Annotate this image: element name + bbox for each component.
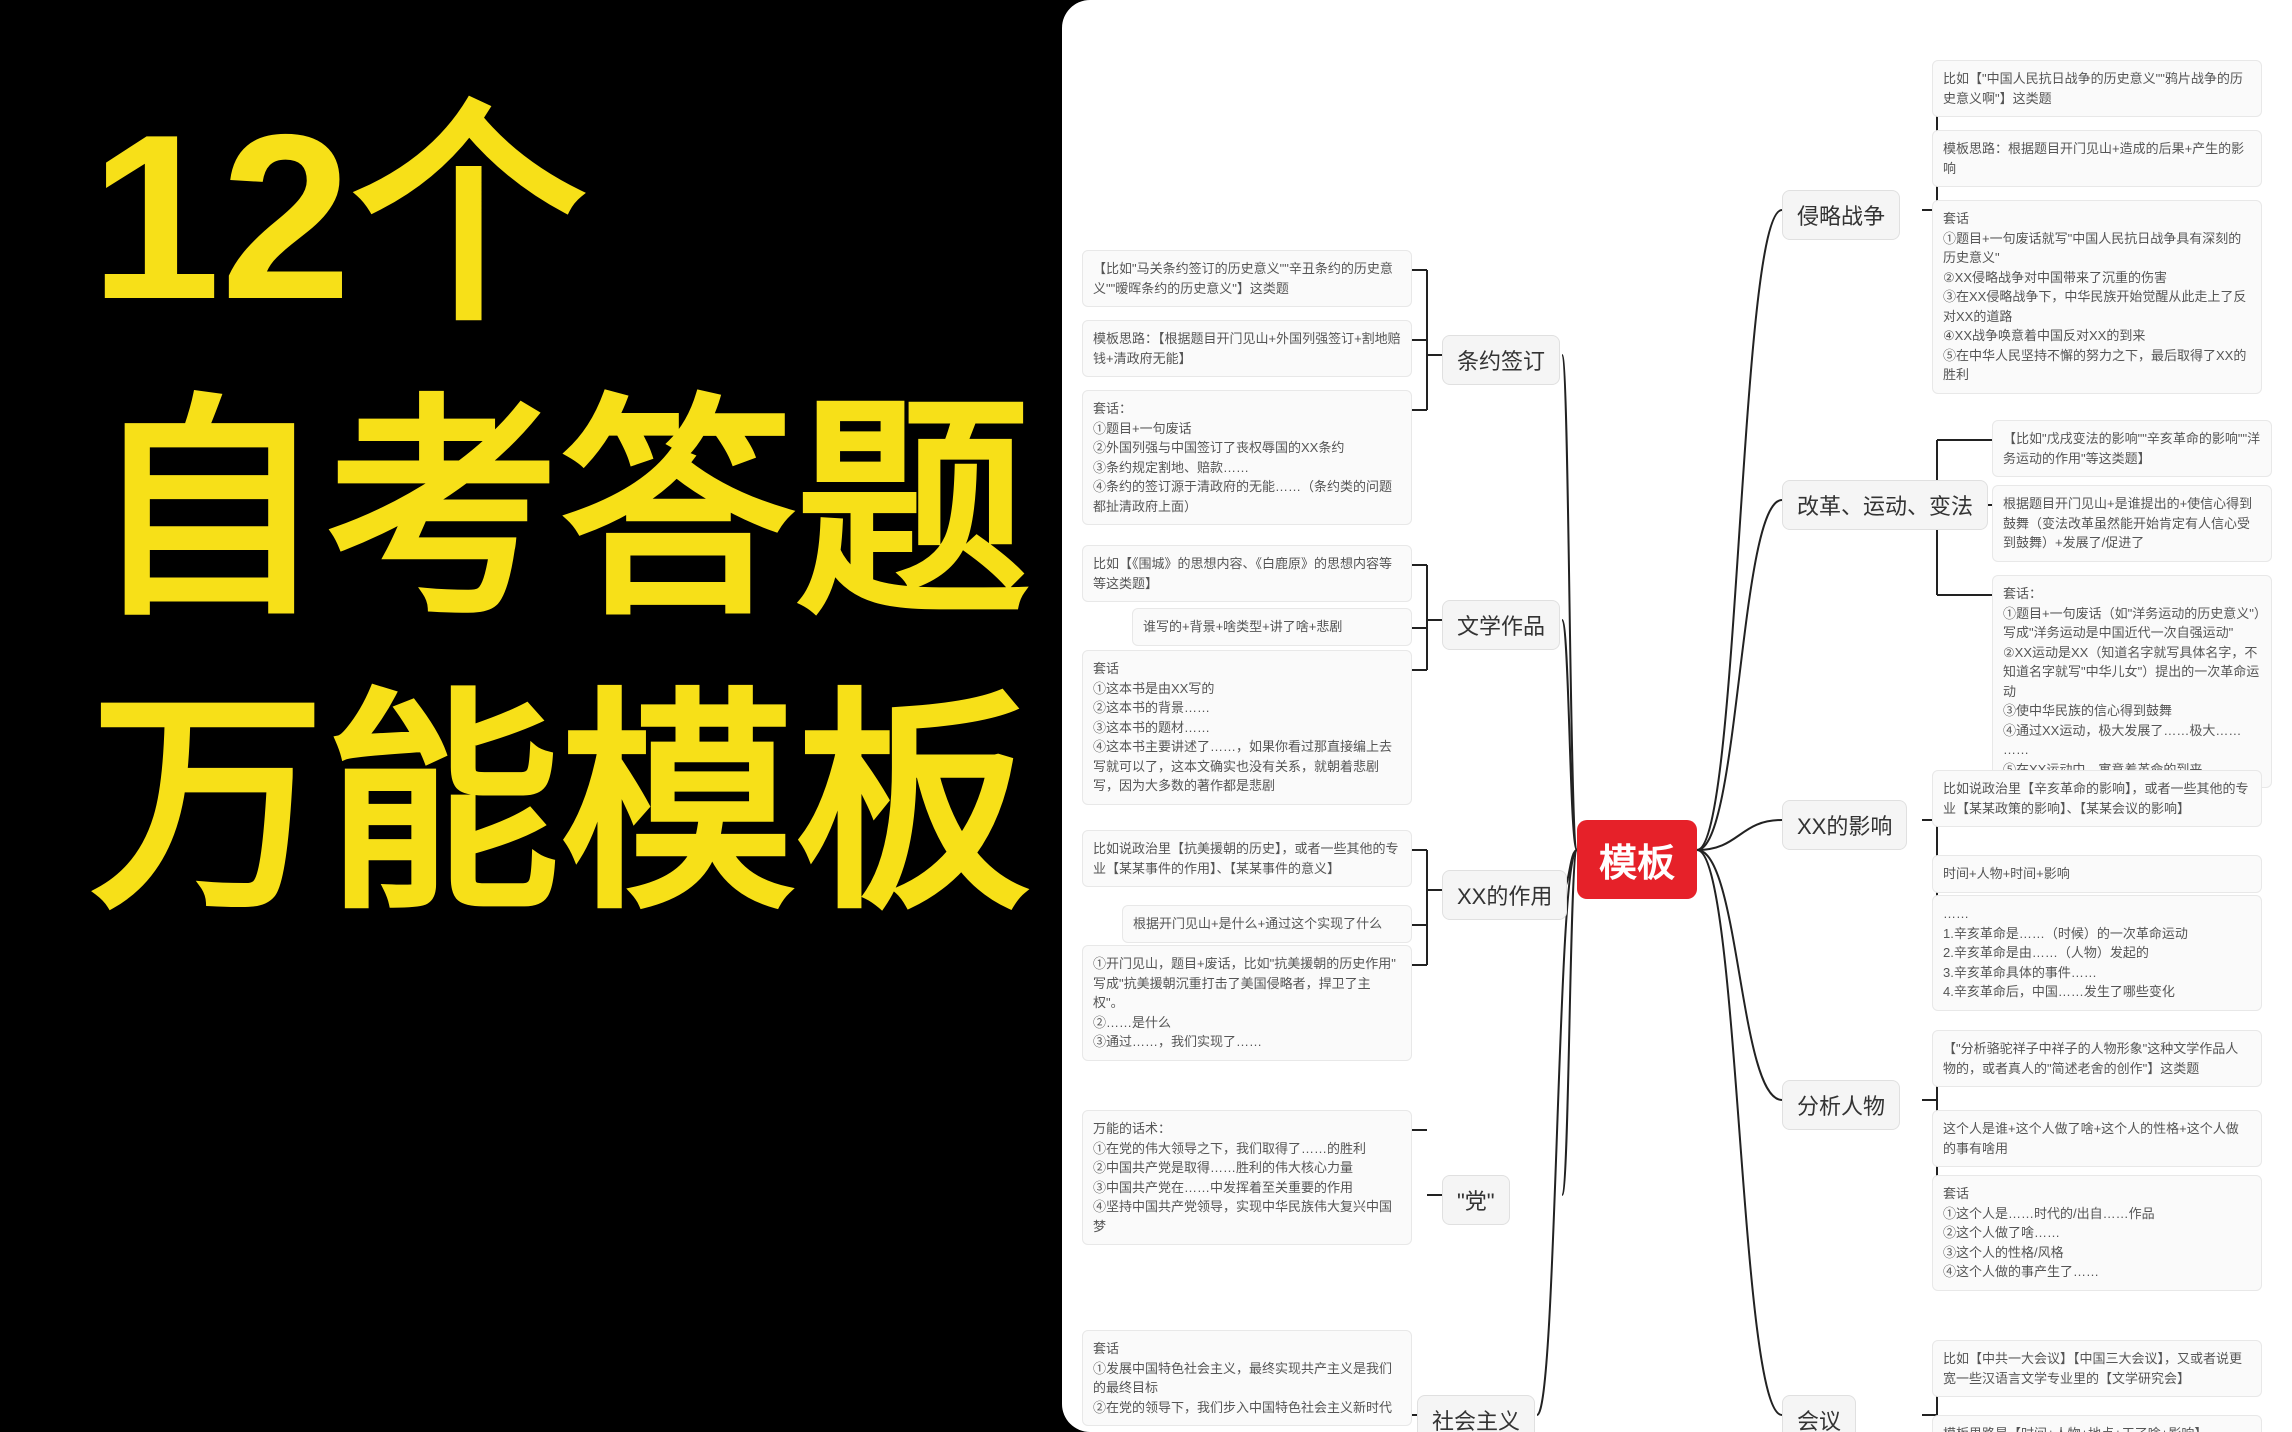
note-b1-2: 套话 ①题目+一句废话就写"中国人民抗日战争具有深刻的历史意义" ②XX侵略战争… <box>1932 200 2262 394</box>
note-b8-0: 万能的话术： ①在党的伟大领导之下，我们取得了……的胜利 ②中国共产党是取得……… <box>1082 1110 1412 1245</box>
branch-b8: "党" <box>1442 1175 1510 1225</box>
note-b9-0: 比如【中共一大会议】【中国三大会议】，又或者说更宽一些汉语言文学专业里的【文学研… <box>1932 1340 2262 1397</box>
note-b5-1: 时间+人物+时间+影响 <box>1932 855 2262 893</box>
note-b2-0: 【比如"马关条约签订的历史意义""辛丑条约的历史意义""暧晖条约的历史意义"】这… <box>1082 250 1412 307</box>
note-b7-0: 【"分析骆驼祥子中祥子的人物形象"这种文学作品人物的，或者真人的"简述老舍的创作… <box>1932 1030 2262 1087</box>
branch-b5: XX的影响 <box>1782 800 1907 850</box>
note-b6-1: 根据开门见山+是什么+通过这个实现了什么 <box>1122 905 1412 943</box>
center-node: 模板 <box>1577 820 1697 899</box>
note-b2-2: 套话： ①题目+一句废话 ②外国列强与中国签订了丧权辱国的XX条约 ③条约规定割… <box>1082 390 1412 525</box>
note-b4-2: 套话 ①这本书是由XX写的 ②这本书的背景…… ③这本书的题材…… ④这本书主要… <box>1082 650 1412 805</box>
note-b3-0: 【比如"戊戌变法的影响""辛亥革命的影响""洋务运动的作用"等这类题】 <box>1992 420 2272 477</box>
note-b5-0: 比如说政治里【辛亥革命的影响】，或者一些其他的专业【某某政策的影响】、【某某会议… <box>1932 770 2262 827</box>
note-b1-1: 模板思路：根据题目开门见山+造成的后果+产生的影响 <box>1932 130 2262 187</box>
note-b9-1: 模板思路是【时间+人物+地点+干了啥+影响】 <box>1932 1415 2262 1432</box>
note-b5-2: …… 1.辛亥革命是……（时候）的一次革命运动 2.辛亥革命是由……（人物）发起… <box>1932 895 2262 1011</box>
branch-b2: 条约签订 <box>1442 335 1560 385</box>
note-b3-1: 根据题目开门见山+是谁提出的+使信心得到鼓舞（变法改革虽然能开始肯定有人信心受到… <box>1992 485 2272 562</box>
branch-b3: 改革、运动、变法 <box>1782 480 1988 530</box>
branch-b4: 文学作品 <box>1442 600 1560 650</box>
note-b6-0: 比如说政治里【抗美援朝的历史】，或者一些其他的专业【某某事件的作用】、【某某事件… <box>1082 830 1412 887</box>
note-b7-2: 套话 ①这个人是……时代的/出自……作品 ②这个人做了啥…… ③这个人的性格/风… <box>1932 1175 2262 1291</box>
note-b2-1: 模板思路：【根据题目开门见山+外国列强签订+割地赔钱+清政府无能】 <box>1082 320 1412 377</box>
title-line-1: 12个 <box>90 70 1030 364</box>
note-b4-1: 谁写的+背景+啥类型+讲了啥+悲剧 <box>1132 608 1412 646</box>
note-b1-0: 比如【"中国人民抗日战争的历史意义""鸦片战争的历史意义啊"】这类题 <box>1932 60 2262 117</box>
title-block: 12个 自考答题 万能模板 <box>90 70 1030 951</box>
branch-b7: 分析人物 <box>1782 1080 1900 1130</box>
note-b10-0: 套话 ①发展中国特色社会主义，最终实现共产主义是我们的最终目标 ②在党的领导下，… <box>1082 1330 1412 1426</box>
mindmap-inner: 模板 侵略战争 比如【"中国人民抗日战争的历史意义""鸦片战争的历史意义啊"】这类题… <box>1062 0 2292 1432</box>
branch-b9: 会议 <box>1782 1395 1856 1432</box>
branch-b10: 社会主义 <box>1417 1395 1535 1432</box>
note-b4-0: 比如【《围城》的思想内容、《白鹿原》的思想内容等等这类题】 <box>1082 545 1412 602</box>
mindmap-panel: 模板 侵略战争 比如【"中国人民抗日战争的历史意义""鸦片战争的历史意义啊"】这类题… <box>1062 0 2292 1432</box>
note-b3-2: 套话： ①题目+一句废话（如"洋务运动的历史意义"）写成"洋务运动是中国近代一次… <box>1992 575 2272 788</box>
note-b6-2: ①开门见山，题目+废话，比如"抗美援朝的历史作用" 写成"抗美援朝沉重打击了美国… <box>1082 945 1412 1061</box>
note-b7-1: 这个人是谁+这个人做了啥+这个人的性格+这个人做的事有啥用 <box>1932 1110 2262 1167</box>
title-line-2: 自考答题 <box>90 364 1030 658</box>
title-line-3: 万能模板 <box>90 658 1030 952</box>
branch-b6: XX的作用 <box>1442 870 1567 920</box>
branch-b1: 侵略战争 <box>1782 190 1900 240</box>
